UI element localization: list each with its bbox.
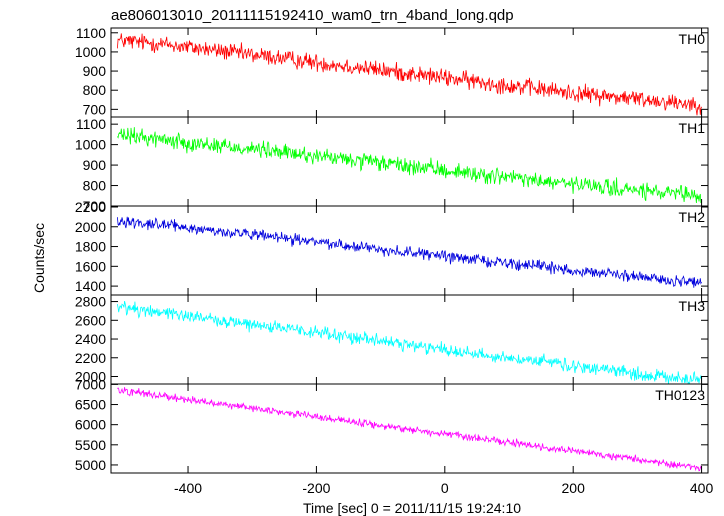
y-axis-label: Counts/sec <box>31 223 47 293</box>
y-tick-label: 1100 <box>76 25 106 41</box>
x-tick-label: 200 <box>562 480 586 496</box>
panel-th2: 1400 1600 1800 2000 2200 TH2 <box>75 199 709 296</box>
y-tick-label: 1400 <box>75 278 106 294</box>
y-tick-label: 800 <box>83 178 107 194</box>
y-tick-label: 2800 <box>75 294 106 310</box>
y-tick-label: 2000 <box>75 219 106 235</box>
x-tick-label: -200 <box>302 480 330 496</box>
y-tick-label: 1800 <box>75 239 106 255</box>
series-label: TH2 <box>679 209 706 225</box>
x-tick-label: 400 <box>690 480 714 496</box>
panel-frame <box>110 294 709 385</box>
y-tick-label: 800 <box>83 82 107 98</box>
y-tick-label: 7000 <box>75 376 106 392</box>
y-tick-label: 6000 <box>75 417 106 433</box>
y-tick-label: 1600 <box>75 258 106 274</box>
series-th1 <box>117 127 702 204</box>
panel-frame <box>110 383 709 474</box>
y-tick-label: 5000 <box>75 457 106 473</box>
y-tick-label: 900 <box>83 63 107 79</box>
y-tick-label: 1100 <box>76 116 106 132</box>
series-label: TH0123 <box>655 387 705 403</box>
panel-th0123: 5000 5500 6000 6500 7000 TH0123 <box>75 376 709 474</box>
series-label: TH0 <box>679 31 706 47</box>
panel-th1: 700 800 900 1000 1100 TH1 <box>75 116 709 214</box>
y-tick-label: 2000 <box>75 369 106 385</box>
y-tick-label: 700 <box>83 198 107 214</box>
figure-title: ae806013010_20111115192410_wam0_trn_4ban… <box>111 7 514 24</box>
y-tick-label: 2600 <box>75 312 106 328</box>
panels: 700 800 900 1000 1100 TH0 700 800 900 1000 1100 TH1… <box>75 25 714 496</box>
y-tick-label: 2200 <box>75 350 106 366</box>
y-tick-label: 6500 <box>75 397 106 413</box>
x-axis-label: Time [sec] 0 = 2011/11/15 19:24:10 <box>303 500 521 516</box>
y-tick-label: 5500 <box>75 437 106 453</box>
y-tick-label: 2400 <box>75 331 106 347</box>
series-th2 <box>117 216 702 288</box>
series-label: TH1 <box>679 120 706 136</box>
series-th0 <box>117 33 702 116</box>
y-tick-label: 700 <box>83 101 107 117</box>
series-th0123 <box>117 387 702 472</box>
series-th3 <box>117 301 702 384</box>
y-tick-label: 2200 <box>75 199 106 215</box>
panel-th3: 2000 2200 2400 2600 2800 TH3 <box>75 294 709 385</box>
y-tick-label: 1000 <box>75 44 106 60</box>
panel-frame <box>110 205 709 296</box>
y-tick-label: 1000 <box>75 137 106 153</box>
x-tick-label: 0 <box>441 480 449 496</box>
panel-th0: 700 800 900 1000 1100 TH0 <box>75 25 709 118</box>
y-tick-label: 900 <box>83 157 107 173</box>
series-label: TH3 <box>679 298 706 314</box>
x-tick-label: -400 <box>174 480 202 496</box>
